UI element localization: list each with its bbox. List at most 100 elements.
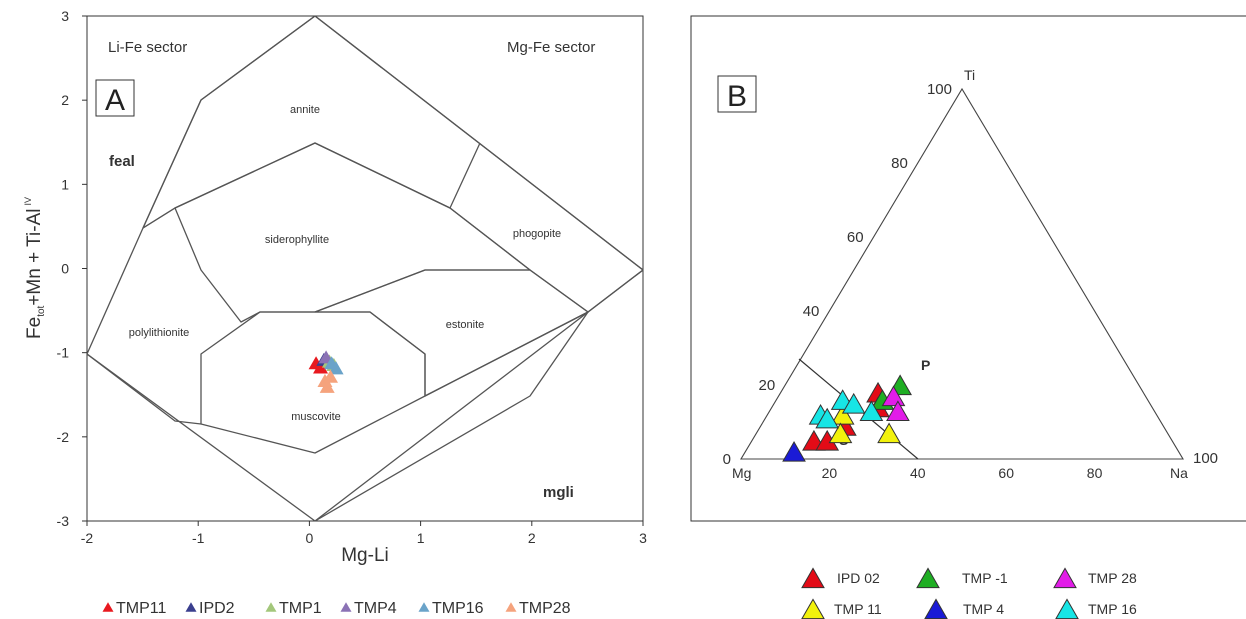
field-boundary-annite — [142, 16, 643, 313]
legend-item-ipd-02: IPD 02 — [801, 567, 880, 589]
legend-item-tmp-11: TMP 11 — [801, 598, 882, 619]
vertex-label-na: Na — [1170, 465, 1188, 481]
x-tick-label: 2 — [528, 530, 536, 546]
field-label-phlogopite: phogopite — [513, 228, 561, 240]
legend-marker — [1055, 598, 1079, 619]
legend-marker — [102, 602, 114, 612]
y-tick-label: 3 — [61, 8, 69, 24]
panel-b-frame — [690, 15, 1246, 522]
legend-item-tmp-1: TMP -1 — [916, 567, 1008, 589]
legend-item-tmp1: TMP1 — [265, 600, 322, 617]
side-tick-label: 100 — [927, 81, 952, 98]
legend-label: TMP4 — [354, 600, 397, 617]
panel-a-fields — [87, 16, 643, 521]
legend-item-tmp16: TMP16 — [418, 600, 484, 617]
field-label-polylithionite: polylithionite — [129, 327, 190, 339]
y-axis-title-fe: Fe — [24, 317, 45, 339]
legend-marker — [801, 598, 825, 619]
y-tick-label: 1 — [61, 176, 69, 192]
y-tick-label: -3 — [57, 513, 70, 529]
side-tick-label: 20 — [759, 377, 776, 394]
legend-label: TMP1 — [279, 600, 322, 617]
data-point-tmp-28 — [881, 385, 906, 407]
x-tick-label: 3 — [639, 530, 647, 546]
data-point-tmp-28 — [886, 400, 910, 421]
legend-label: TMP11 — [116, 600, 166, 617]
y-tick-label: -2 — [57, 429, 70, 445]
na-corner-value: 100 — [1193, 450, 1218, 467]
field-label-p: P — [921, 357, 930, 373]
data-point-tmp28 — [319, 379, 335, 393]
legend-label: TMP16 — [432, 600, 484, 617]
legend-marker — [801, 567, 825, 589]
field-label-annite: annite — [290, 104, 320, 116]
field-boundary-mgli — [314, 311, 589, 521]
base-tick-label: 60 — [998, 465, 1014, 481]
legend-label: IPD 02 — [837, 570, 880, 586]
field-boundary-feal — [142, 207, 176, 229]
field-boundary-muscovite — [200, 311, 426, 454]
field-label-estonite: estonite — [446, 319, 485, 331]
legend-marker — [185, 602, 197, 612]
legend-marker — [505, 602, 517, 612]
legend-item-tmp-4: TMP 4 — [924, 598, 1004, 619]
panel-a-letter: A — [105, 84, 125, 117]
data-point-tmp11 — [313, 360, 329, 374]
panel-a-x-ticks: -2 -1 0 1 2 3 — [81, 521, 647, 546]
legend-label: TMP -1 — [962, 570, 1008, 586]
field-label-muscovite: muscovite — [291, 411, 341, 423]
vertex-label-ti: Ti — [964, 67, 975, 83]
x-tick-label: -2 — [81, 530, 94, 546]
y-tick-label: 0 — [61, 261, 69, 277]
legend-label: TMP28 — [519, 600, 571, 617]
data-point-tmp-11 — [828, 422, 853, 444]
data-point-tmp28 — [323, 369, 339, 383]
ternary-frame — [740, 87, 1184, 460]
legend-label: IPD2 — [199, 600, 235, 617]
panel-b-badge: B — [717, 75, 757, 113]
data-point-tmp-16 — [841, 392, 866, 414]
panel-b-points — [782, 374, 912, 462]
data-point-tmp-16 — [859, 400, 884, 421]
panel-a-legend: TMP11 IPD2 TMP1 TMP4 TMP16 TMP28 — [102, 600, 571, 617]
data-point-tmp-4 — [782, 441, 806, 462]
sector-label-li-fe: Li-Fe sector — [108, 39, 187, 56]
base-tick-label: 80 — [1087, 465, 1103, 481]
side-tick-label: 60 — [847, 229, 864, 246]
legend-marker — [916, 567, 940, 589]
y-axis-title-sup: IV — [23, 197, 33, 206]
field-boundary-lower — [87, 353, 202, 425]
panel-b-badge-box — [717, 75, 757, 113]
data-point-tmp-16 — [815, 407, 840, 429]
x-tick-label: 0 — [306, 530, 314, 546]
legend-item-tmp4: TMP4 — [340, 600, 397, 617]
side-tick-label: 80 — [891, 155, 908, 172]
legend-marker — [924, 598, 948, 619]
legend-label: TMP 16 — [1088, 601, 1137, 617]
sector-label-mg-fe: Mg-Fe sector — [507, 39, 595, 56]
panel-b-letter: B — [727, 80, 747, 113]
legend-label: TMP 28 — [1088, 570, 1137, 586]
y-tick-label: -1 — [57, 345, 70, 361]
legend-item-tmp-16: TMP 16 — [1055, 598, 1137, 619]
y-axis-title: Fetot+Mn + Ti-Al IV — [23, 197, 47, 339]
data-point-tmp-11 — [830, 404, 855, 425]
field-boundary-annite-phlogopite — [449, 142, 481, 209]
legend-item-tmp-28: TMP 28 — [1053, 567, 1137, 589]
x-tick-label: 1 — [417, 530, 425, 546]
panel-a: annite siderophyllite phogopite polylith… — [23, 8, 647, 617]
legend-marker — [418, 602, 430, 612]
y-tick-label: 2 — [61, 92, 69, 108]
panel-a-badge-box — [95, 79, 135, 117]
side-tick-label: 40 — [803, 303, 820, 320]
panel-b-ticks: 20 40 60 80 0 20 40 60 80 100 — [723, 81, 1103, 481]
data-point-tmp-11 — [877, 422, 901, 444]
base-tick-label: 40 — [910, 465, 926, 481]
x-axis-title: Mg-Li — [341, 545, 389, 566]
panel-b: B Ti Mg Na 100 P S 20406080020406080100 … — [690, 15, 1246, 619]
data-point-tmp16 — [328, 361, 344, 375]
panel-a-frame — [86, 15, 644, 522]
vertex-label-mg: Mg — [732, 465, 751, 481]
corner-label-mgli: mgli — [543, 484, 574, 501]
